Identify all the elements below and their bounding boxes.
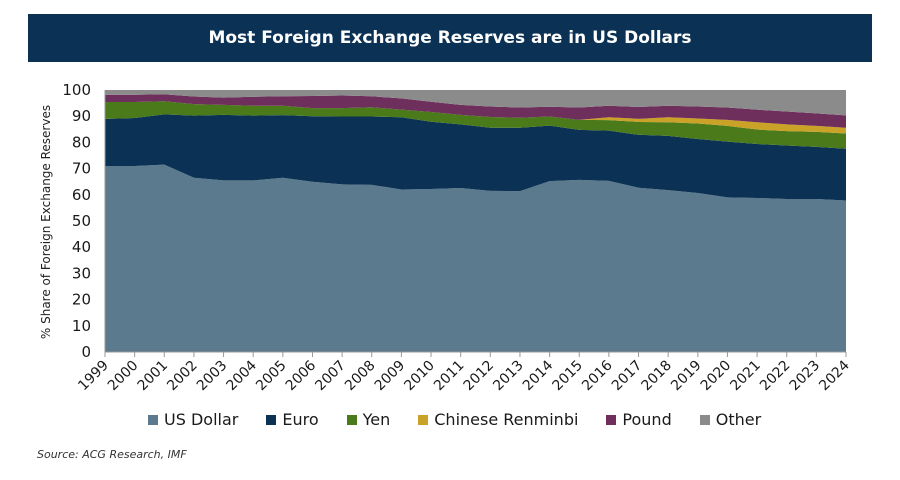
- legend-item: Yen: [346, 410, 391, 429]
- chart-legend: US Dollar Euro Yen Chinese Renminbi Pound Oth…: [148, 410, 789, 429]
- area-chinese-renminbi: [105, 101, 846, 134]
- x-tick-label: 2010: [401, 358, 438, 395]
- x-tick-label: 2015: [550, 358, 587, 395]
- legend-swatch: [606, 414, 617, 425]
- source-note: Source: ACG Research, IMF: [37, 448, 187, 461]
- y-tick-label: 20: [72, 291, 91, 309]
- legend-label: Chinese Renminbi: [434, 410, 579, 429]
- x-tick-label: 2011: [431, 358, 468, 395]
- legend-swatch: [346, 414, 357, 425]
- y-tick-label: 100: [62, 81, 91, 99]
- y-tick-label: 50: [72, 212, 91, 230]
- x-tick-label: 2016: [579, 357, 616, 394]
- y-tick-label: 30: [72, 264, 91, 282]
- x-tick-label: 2013: [490, 358, 527, 395]
- x-tick-label: 2022: [757, 358, 794, 395]
- x-tick-label: 2003: [194, 358, 231, 395]
- y-tick-label: 90: [72, 107, 91, 125]
- x-tick-label: 2012: [461, 358, 498, 395]
- legend-item: Other: [699, 410, 762, 429]
- legend-swatch: [418, 414, 429, 425]
- x-tick-label: 2009: [372, 358, 409, 395]
- legend-label: US Dollar: [164, 410, 239, 429]
- x-tick-label: 2002: [164, 358, 201, 395]
- legend-swatch: [266, 414, 277, 425]
- y-tick-label: 60: [72, 186, 91, 204]
- legend-item: Pound: [606, 410, 672, 429]
- y-tick-label: 10: [72, 317, 91, 335]
- x-tick-label: 2023: [787, 358, 824, 395]
- y-tick-label: 80: [72, 133, 91, 151]
- x-tick-label: 1999: [75, 358, 112, 395]
- x-tick-label: 2020: [698, 358, 735, 395]
- legend-label: Yen: [362, 410, 391, 429]
- legend-label: Euro: [282, 410, 319, 429]
- x-tick-label: 2019: [668, 358, 705, 395]
- x-tick-label: 2014: [520, 357, 557, 394]
- legend-swatch: [699, 414, 710, 425]
- y-tick-label: 70: [72, 160, 91, 178]
- x-tick-label: 2005: [253, 358, 290, 395]
- x-tick-label: 2007: [312, 358, 349, 395]
- area-us-dollar: [105, 164, 846, 352]
- x-tick-label: 2018: [638, 358, 675, 395]
- x-tick-label: 2017: [609, 358, 646, 395]
- legend-swatch: [148, 414, 158, 425]
- y-tick-label: 40: [72, 238, 91, 256]
- area-yen: [105, 101, 846, 149]
- legend-item: US Dollar: [148, 410, 238, 429]
- y-axis-label: % Share of Foreign Exchange Reserves: [39, 105, 53, 339]
- chart-title-bar: Most Foreign Exchange Reserves are in US…: [28, 14, 872, 62]
- legend-label: Pound: [622, 410, 672, 429]
- area-other: [105, 90, 846, 116]
- x-tick-label: 2001: [135, 358, 172, 395]
- axes-layer: 0102030405060708090100199920002001200220…: [62, 81, 853, 394]
- area-euro: [105, 114, 846, 201]
- x-tick-label: 2008: [342, 358, 379, 395]
- x-tick-label: 2000: [105, 358, 142, 395]
- legend-label: Other: [715, 410, 762, 429]
- chart-title: Most Foreign Exchange Reserves are in US…: [208, 28, 692, 48]
- legend-item: Chinese Renminbi: [418, 410, 578, 429]
- areas-layer: [105, 90, 846, 352]
- y-tick-label: 0: [81, 343, 91, 361]
- x-tick-label: 2024: [816, 357, 853, 394]
- x-tick-label: 2021: [727, 358, 764, 395]
- x-tick-label: 2006: [283, 357, 320, 394]
- legend-item: Euro: [266, 410, 319, 429]
- area-pound: [105, 94, 846, 128]
- x-tick-label: 2004: [224, 357, 261, 394]
